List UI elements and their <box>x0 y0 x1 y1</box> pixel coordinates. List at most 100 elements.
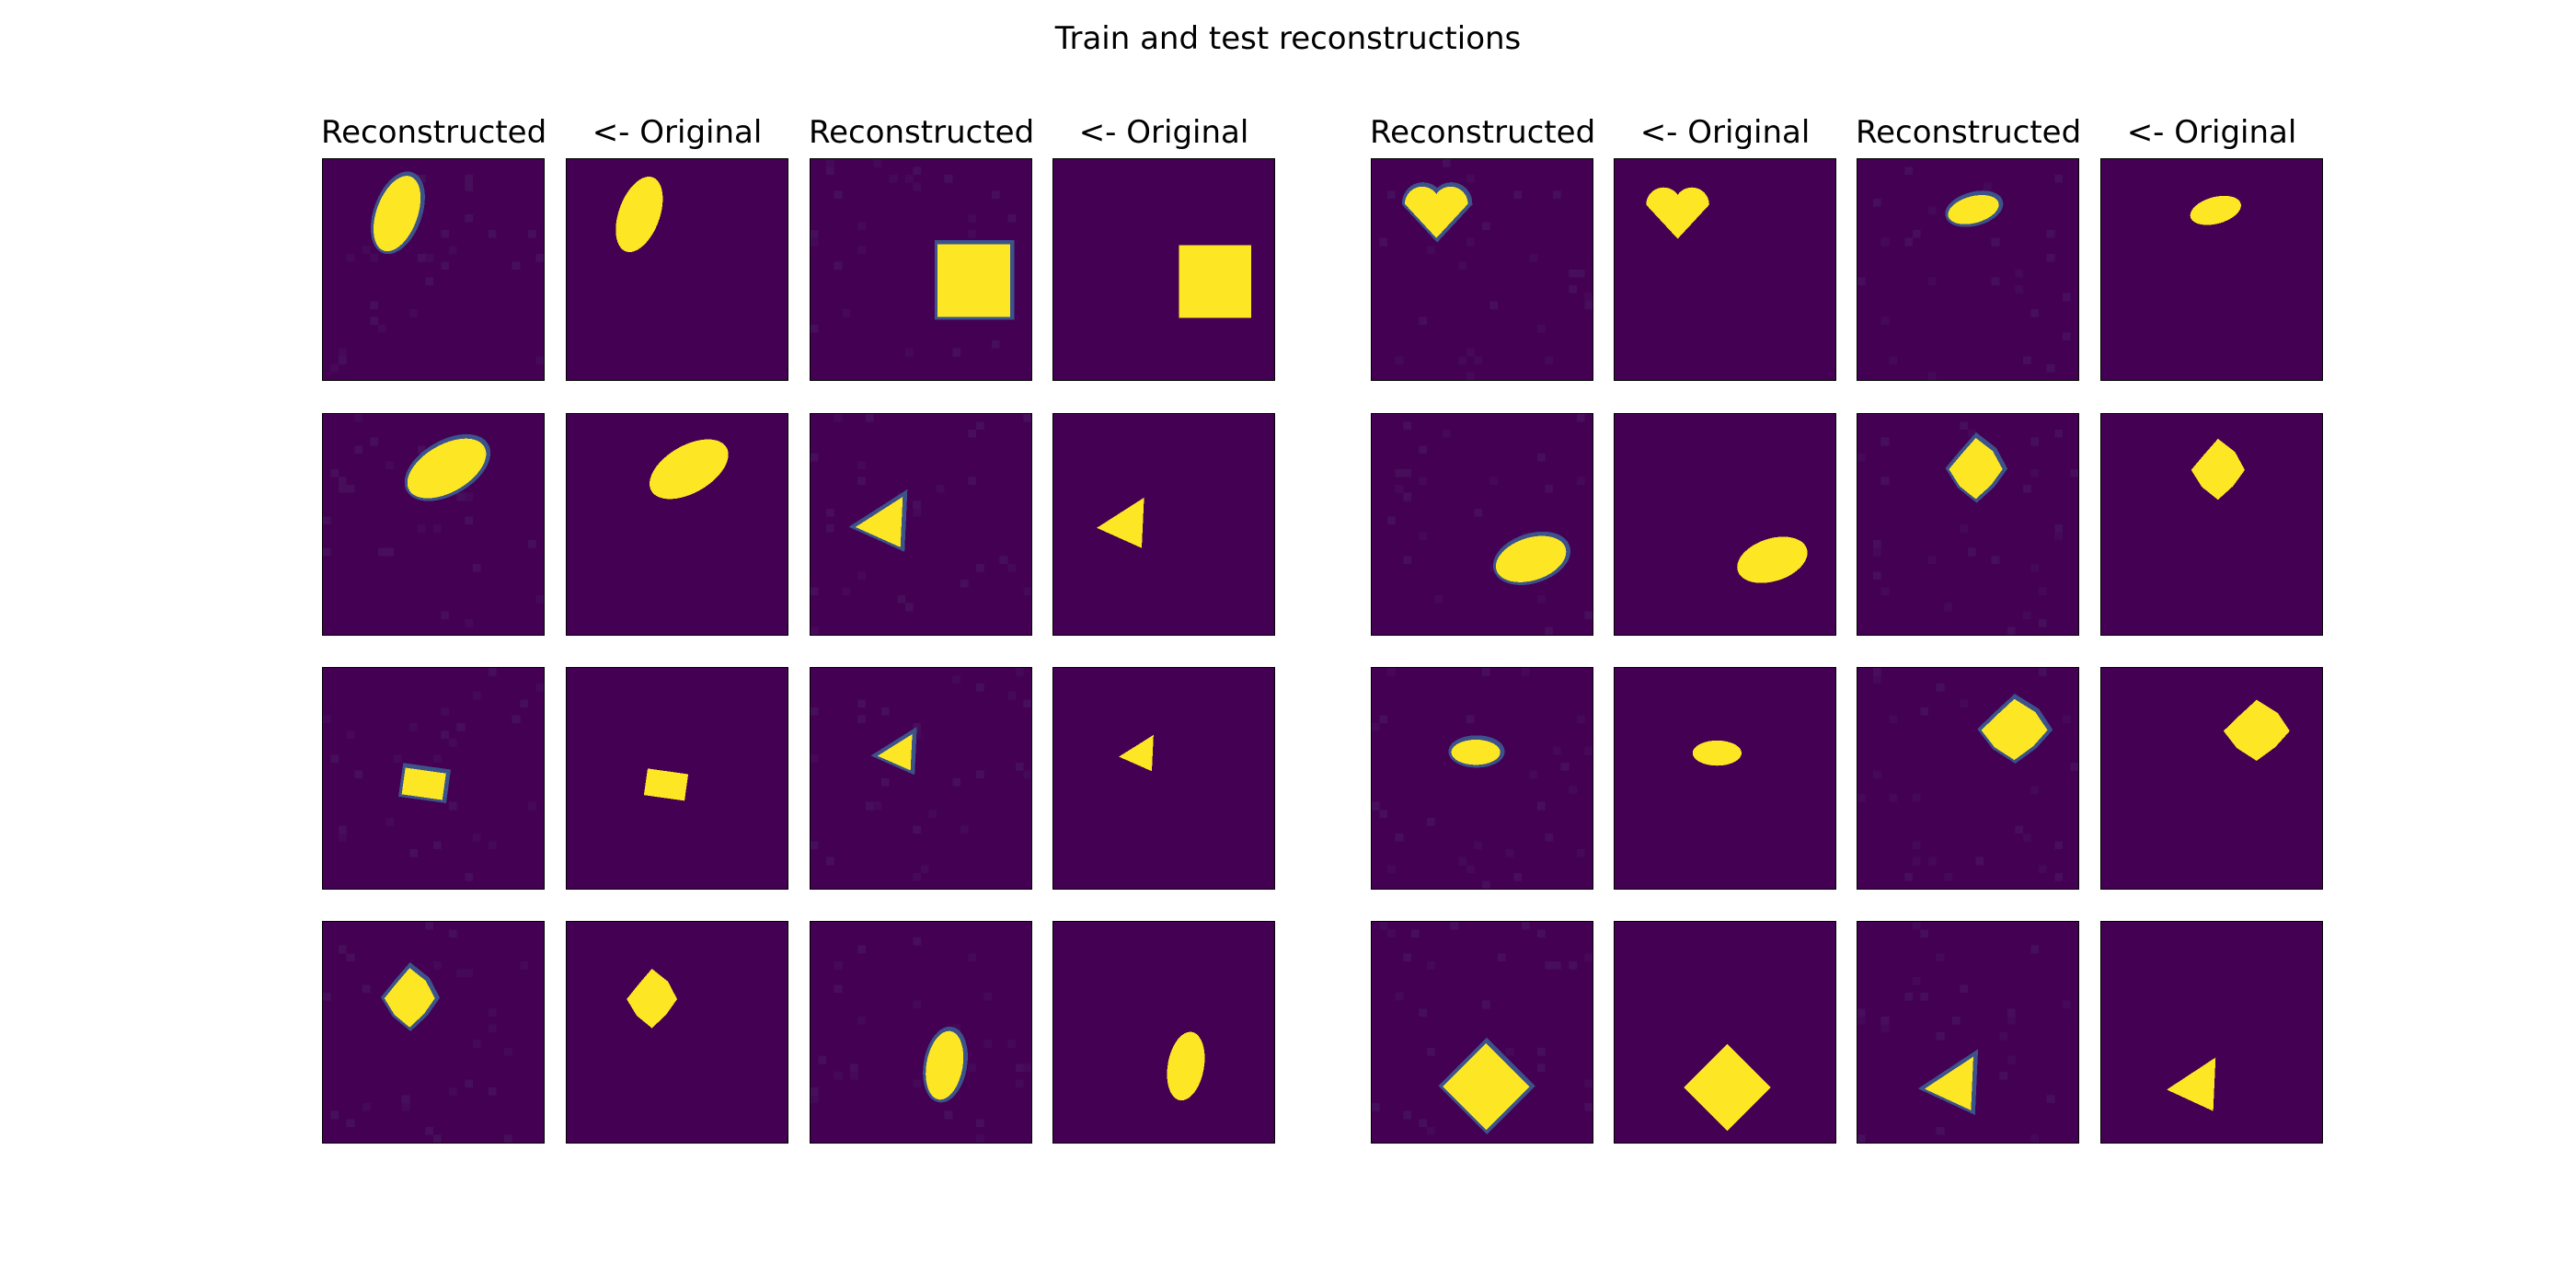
noise-pixel <box>449 801 457 811</box>
noise-pixel <box>323 993 331 1001</box>
noise-pixel <box>472 691 481 700</box>
noise-pixel <box>976 421 984 431</box>
noise-pixel <box>456 969 466 977</box>
noise-pixel <box>983 993 993 1001</box>
noise-pixel <box>2054 532 2063 541</box>
noise-pixel <box>401 1095 410 1104</box>
noise-pixel <box>1023 1064 1031 1072</box>
reconstructed-shape <box>1948 194 1999 224</box>
original-image <box>1097 497 1144 548</box>
noise-pixel <box>1553 746 1561 755</box>
noise-pixel <box>1960 699 1968 707</box>
noise-pixel <box>2015 270 2023 278</box>
noise-pixel <box>1889 794 1897 802</box>
noise-pixel <box>842 587 850 596</box>
noise-pixel <box>1880 1016 1890 1025</box>
noise-pixel <box>1569 786 1577 795</box>
noise-pixel <box>1466 237 1475 247</box>
original-panel <box>1614 158 1836 381</box>
noise-pixel <box>1450 922 1459 930</box>
noise-pixel <box>1419 1119 1427 1127</box>
noise-pixel <box>913 1000 921 1009</box>
noise-pixel <box>2046 253 2055 262</box>
noise-pixel <box>857 222 866 231</box>
noise-pixel <box>913 825 921 834</box>
noise-pixel <box>842 308 850 317</box>
noise-pixel <box>1920 993 1929 1001</box>
noise-pixel <box>504 1134 512 1143</box>
noise-pixel <box>1015 1064 1024 1072</box>
noise-pixel <box>857 246 866 254</box>
noise-pixel <box>370 253 378 262</box>
noise-pixel <box>449 739 457 747</box>
noise-pixel <box>857 461 866 469</box>
noise-pixel <box>968 214 976 223</box>
original-panel <box>566 413 788 636</box>
original-shape <box>1684 1043 1771 1132</box>
noise-pixel <box>1395 469 1404 477</box>
noise-pixel <box>1379 715 1388 723</box>
noise-pixel <box>897 595 905 604</box>
noise-pixel <box>1553 960 1561 970</box>
noise-pixel <box>1880 587 1890 596</box>
noise-pixel <box>456 723 466 731</box>
noise-pixel <box>960 580 969 588</box>
noise-pixel <box>1936 684 1945 692</box>
noise-pixel <box>1482 1000 1490 1009</box>
noise-pixel <box>409 308 418 317</box>
reconstructed-shape <box>401 767 446 800</box>
noise-pixel <box>330 754 339 763</box>
noise-pixel <box>811 841 819 850</box>
noise-pixel <box>1482 880 1490 889</box>
reconstructed-shape <box>1981 698 2048 761</box>
noise-pixel <box>913 1079 921 1087</box>
reconstructed-shape <box>1949 438 2003 500</box>
noise-pixel <box>2030 786 2040 795</box>
noise-pixel <box>370 437 378 446</box>
original-image <box>2223 699 2290 761</box>
noise-pixel <box>1395 993 1404 1001</box>
noise-pixel <box>1427 1048 1435 1056</box>
noise-pixel <box>1928 206 1937 214</box>
noise-pixel <box>1960 421 1968 431</box>
original-image <box>643 768 689 801</box>
noise-pixel <box>811 1095 819 1104</box>
noise-pixel <box>535 595 544 604</box>
noise-pixel <box>346 730 355 740</box>
noise-pixel <box>441 730 450 740</box>
noise-pixel <box>1387 190 1396 199</box>
noise-pixel <box>489 1087 497 1096</box>
noise-pixel <box>2054 175 2063 183</box>
reconstructed-panel <box>1857 413 2079 636</box>
noise-pixel <box>952 348 960 357</box>
noise-pixel <box>2030 563 2040 572</box>
noise-pixel <box>1489 477 1499 486</box>
original-shape <box>1692 740 1742 766</box>
noise-pixel <box>456 492 466 501</box>
noise-pixel <box>811 230 819 238</box>
noise-pixel <box>1545 485 1554 493</box>
noise-pixel <box>2046 1095 2055 1104</box>
noise-pixel <box>1880 316 1890 325</box>
noise-pixel <box>1458 857 1466 866</box>
noise-pixel <box>339 348 347 357</box>
noise-pixel <box>1379 237 1388 247</box>
noise-pixel <box>1928 372 1937 380</box>
original-image <box>2167 1057 2216 1111</box>
noise-pixel <box>826 857 834 866</box>
original-panel <box>2100 921 2323 1144</box>
original-panel <box>1052 158 1275 381</box>
original-shape <box>1179 245 1252 318</box>
noise-pixel <box>1474 356 1482 364</box>
noise-pixel <box>394 754 402 763</box>
reconstructed-shape <box>1451 740 1501 765</box>
noise-pixel <box>489 668 497 676</box>
noise-pixel <box>1584 1079 1593 1087</box>
noise-pixel <box>1372 801 1380 811</box>
noise-pixel <box>1913 977 1921 985</box>
noise-pixel <box>1023 699 1031 707</box>
noise-pixel <box>1936 953 1945 961</box>
noise-pixel <box>1928 857 1937 866</box>
column-label-3: Reconstructed <box>809 114 1035 151</box>
noise-pixel <box>1387 929 1396 938</box>
